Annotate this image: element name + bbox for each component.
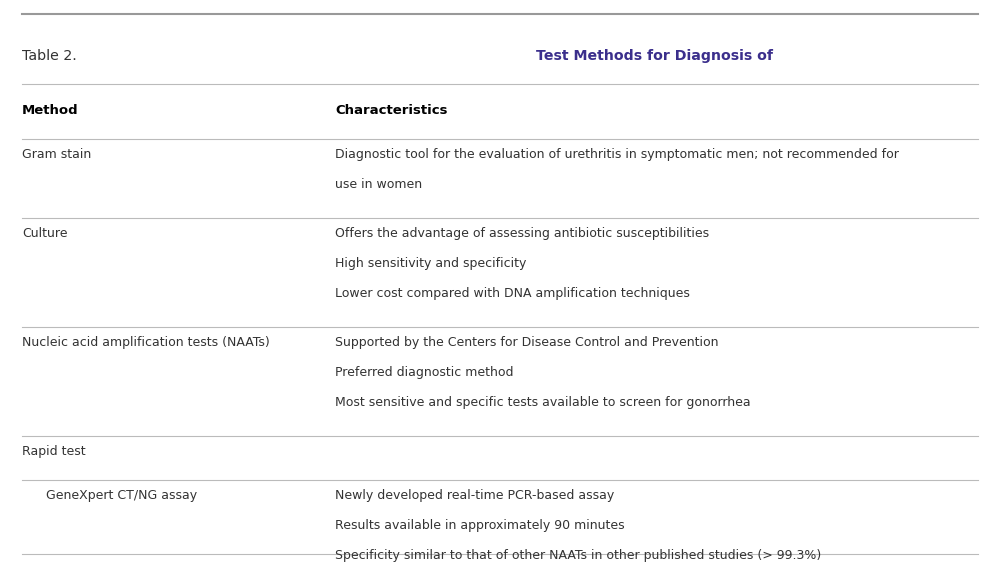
- Text: High sensitivity and specificity: High sensitivity and specificity: [335, 257, 526, 270]
- Text: Nucleic acid amplification tests (NAATs): Nucleic acid amplification tests (NAATs): [22, 336, 270, 349]
- Text: Diagnostic tool for the evaluation of urethritis in symptomatic men; not recomme: Diagnostic tool for the evaluation of ur…: [335, 148, 899, 161]
- Text: use in women: use in women: [335, 178, 422, 191]
- Text: Results available in approximately 90 minutes: Results available in approximately 90 mi…: [335, 519, 625, 532]
- Text: Gram stain: Gram stain: [22, 148, 91, 161]
- Text: Rapid test: Rapid test: [22, 445, 86, 458]
- Text: Newly developed real-time PCR-based assay: Newly developed real-time PCR-based assa…: [335, 489, 614, 502]
- Text: Specificity similar to that of other NAATs in other published studies (> 99.3%): Specificity similar to that of other NAA…: [335, 549, 821, 562]
- Text: Offers the advantage of assessing antibiotic susceptibilities: Offers the advantage of assessing antibi…: [335, 227, 709, 240]
- Text: Method: Method: [22, 104, 79, 117]
- Text: Test Methods for Diagnosis of: Test Methods for Diagnosis of: [536, 49, 778, 63]
- Text: Culture: Culture: [22, 227, 68, 240]
- Text: Lower cost compared with DNA amplification techniques: Lower cost compared with DNA amplificati…: [335, 287, 690, 300]
- Text: Table 2.: Table 2.: [22, 49, 81, 63]
- Text: Most sensitive and specific tests available to screen for gonorrhea: Most sensitive and specific tests availa…: [335, 396, 751, 409]
- Text: Characteristics: Characteristics: [335, 104, 448, 117]
- Text: Supported by the Centers for Disease Control and Prevention: Supported by the Centers for Disease Con…: [335, 336, 718, 349]
- Text: Preferred diagnostic method: Preferred diagnostic method: [335, 366, 514, 379]
- Text: GeneXpert CT/NG assay: GeneXpert CT/NG assay: [46, 489, 197, 502]
